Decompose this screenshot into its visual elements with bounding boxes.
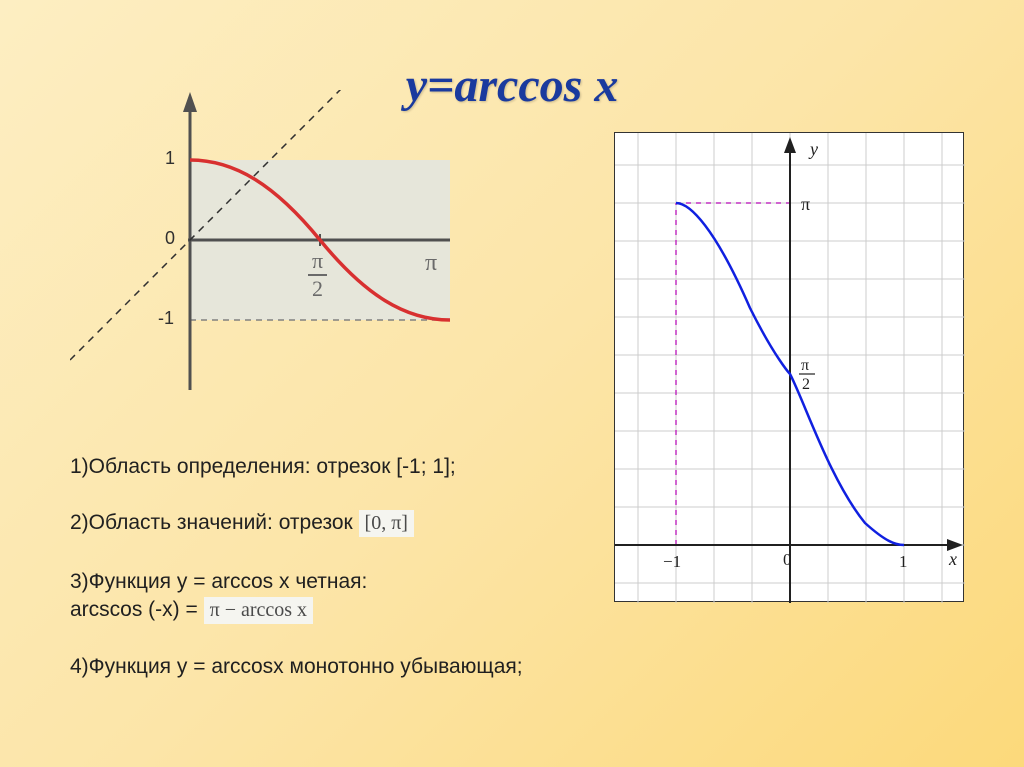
x-axis-label: x (948, 549, 957, 569)
y-axis-label: y (808, 139, 818, 159)
property-3a: 3)Функция y = arccos x четная: (70, 570, 367, 594)
xtick-0-r: 0 (783, 550, 792, 569)
property-4: 4)Функция y = arccosx монотонно убывающа… (70, 655, 523, 679)
property-2-prefix: 2)Область значений: отрезок (70, 511, 359, 534)
property-3b-prefix: arcscos (-x) = (70, 598, 204, 621)
xtick-m1-r: −1 (663, 552, 681, 571)
property-1: 1)Область определения: отрезок [-1; 1]; (70, 455, 456, 479)
property-2-math: [0, π] (359, 510, 414, 537)
graph-arccos: y x π π 2 −1 0 1 (614, 132, 964, 602)
ytick-pi2-den: 2 (802, 376, 810, 393)
property-2: 2)Область значений: отрезок [0, π] (70, 510, 414, 537)
xtick-pi2: π 2 (308, 248, 327, 302)
graph-cos: 1 0 -1 π 2 π (70, 90, 470, 410)
y-axis-arrow (183, 92, 197, 112)
pi2-den: 2 (308, 276, 327, 302)
pi2-num: π (308, 248, 327, 276)
y-axis-arrow-r (784, 137, 796, 153)
xtick-pi: π (425, 250, 437, 277)
ytick-m1: -1 (158, 308, 174, 329)
ytick-0: 0 (165, 228, 175, 249)
property-3b: arcscos (-x) = π − arccos x (70, 597, 313, 624)
ytick-1: 1 (165, 148, 175, 169)
property-3b-math: π − arccos x (204, 597, 313, 624)
xtick-1-r: 1 (899, 552, 908, 571)
graph-cos-svg (70, 90, 470, 410)
ytick-pi2-num: π (801, 357, 809, 374)
graph-arccos-svg: y x π π 2 −1 0 1 (615, 133, 965, 603)
ytick-pi-r: π (801, 194, 810, 214)
